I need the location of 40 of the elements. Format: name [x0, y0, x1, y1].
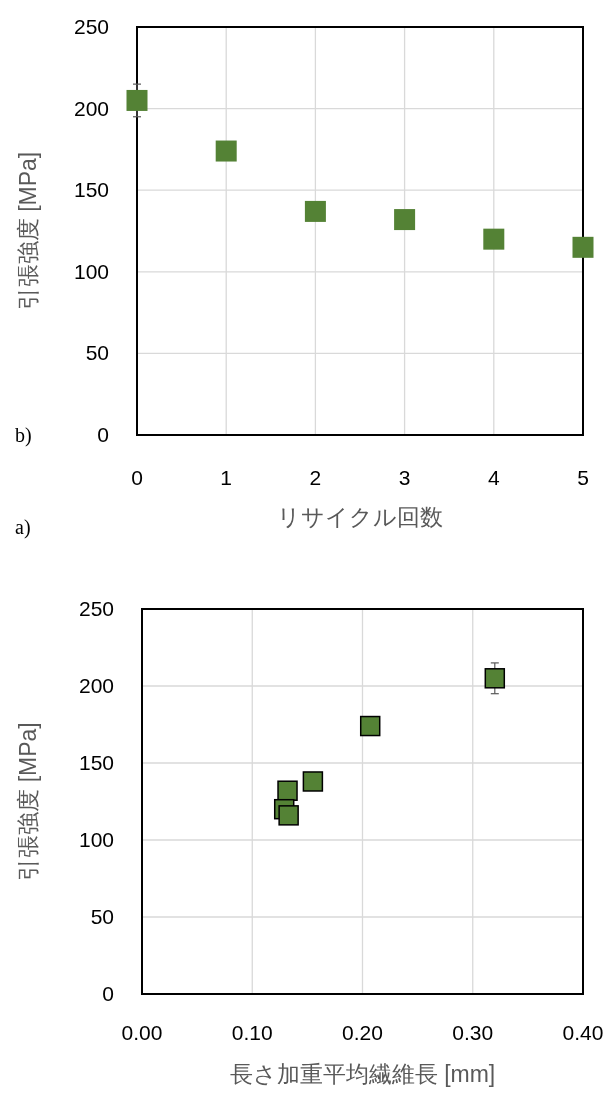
point [126, 89, 148, 111]
point [304, 200, 326, 222]
point [277, 780, 298, 801]
y-axis-title: 引張強度 [MPa] [15, 151, 42, 311]
y-tick-label: 50 [85, 341, 109, 365]
point [572, 236, 594, 258]
x-tick-label: 5 [577, 466, 589, 489]
y-tick-label: 250 [73, 15, 109, 38]
y-tick-label: 100 [78, 828, 114, 851]
x-tick-label: 0.40 [562, 1021, 604, 1044]
x-tick-label: 1 [220, 466, 233, 489]
text: a) [15, 516, 31, 539]
point [394, 209, 416, 231]
y-tick-label: 150 [78, 751, 114, 774]
y-tick-label: 0 [102, 982, 114, 1005]
x-tick-label: 2 [309, 466, 322, 489]
x-axis-title: リサイクル回数 [277, 504, 443, 530]
point [302, 771, 324, 792]
point [483, 228, 505, 250]
y-tick-label: 0 [97, 423, 109, 446]
point [359, 715, 381, 737]
y-tick-label: 150 [73, 178, 109, 202]
x-tick-label: 4 [487, 466, 500, 489]
point [484, 668, 506, 689]
y-tick-label: 200 [78, 674, 114, 697]
text: b) [15, 424, 32, 447]
x-tick-label: 3 [398, 466, 411, 489]
x-axis-title: 長さ加重平均繊維長 [mm] [229, 1061, 496, 1087]
y-axis-title: 引張強度 [MPa] [15, 722, 42, 881]
y-tick-label: 200 [73, 96, 109, 120]
point [278, 805, 299, 826]
x-tick-label: 0.00 [121, 1021, 163, 1044]
x-tick-label: 0.20 [342, 1021, 383, 1044]
y-tick-label: 250 [78, 597, 114, 620]
y-tick-label: 50 [90, 905, 114, 928]
point [215, 140, 237, 162]
y-tick-label: 100 [73, 259, 109, 283]
x-tick-label: 0.10 [231, 1021, 273, 1044]
x-tick-label: 0.30 [452, 1021, 494, 1044]
x-tick-label: 0 [131, 466, 143, 489]
